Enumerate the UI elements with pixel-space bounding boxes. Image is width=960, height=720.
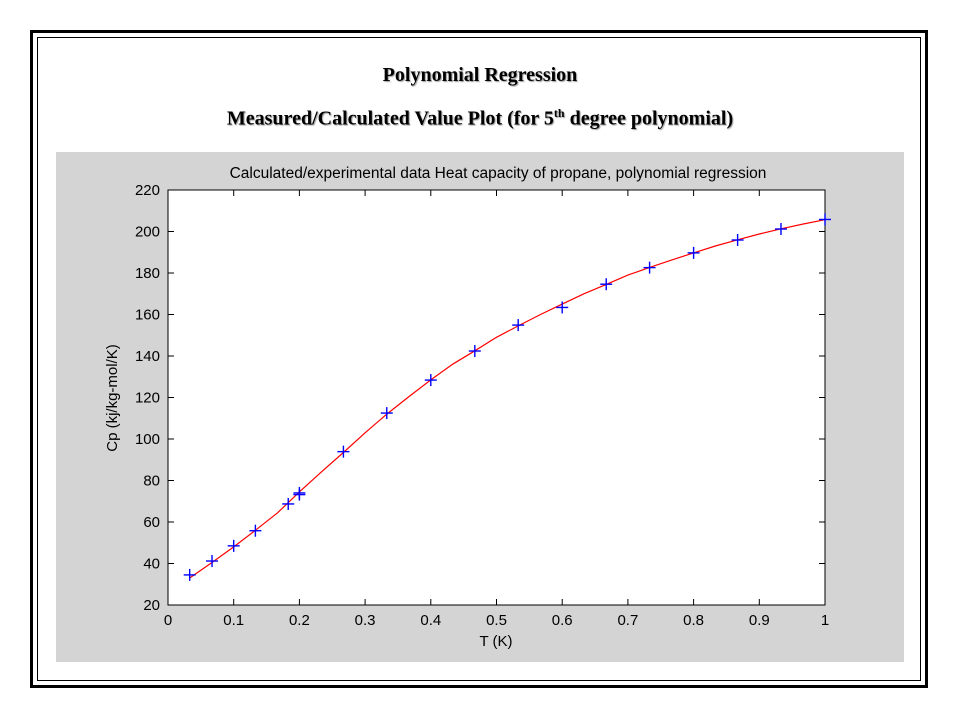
y-tick-label: 120 [135,390,160,407]
x-tick-label: 0.8 [683,612,704,629]
x-tick-label: 0.1 [223,612,244,629]
heading-line-2-suffix: degree polynomial) [564,107,734,130]
y-tick-label: 40 [143,556,160,573]
data-point-marker [282,497,295,510]
markers-layer [183,213,831,581]
data-point-marker [556,301,569,314]
y-tick-label: 60 [143,514,160,531]
data-point-marker [512,319,525,332]
x-tick-label: 0.4 [420,612,441,629]
x-tick-label: 0.3 [355,612,376,629]
data-point-marker [468,345,481,358]
y-tick-label: 20 [143,597,160,614]
y-tick-label: 180 [135,265,160,282]
data-point-marker [424,374,437,387]
data-point-marker [337,445,350,458]
plot-panel: Calculated/experimental data Heat capaci… [56,152,904,662]
y-tick-label: 80 [143,473,160,490]
data-point-marker [380,407,393,420]
fit-curve-line [189,219,826,579]
data-point-marker [600,278,613,291]
data-point-marker [687,246,700,259]
data-point-marker [819,213,831,226]
plot-area [167,189,826,606]
y-tick-label: 100 [135,431,160,448]
chart-title: Calculated/experimental data Heat capaci… [230,165,767,182]
y-tick-label: 160 [135,307,160,324]
y-tick-label: 220 [135,182,160,199]
heading-line-2-prefix: Measured/Calculated Value Plot (for 5 [226,107,554,130]
chart-svg: Calculated/experimental data Heat capaci… [104,165,831,650]
x-tick-label: 0.2 [289,612,310,629]
data-point-marker [643,261,656,274]
data-point-marker [206,555,219,568]
x-axis-label: T (K) [479,633,512,650]
y-tick-label: 200 [135,224,160,241]
data-point-marker [774,223,787,236]
x-tick-label: 0.6 [552,612,573,629]
slide-frame [30,30,928,688]
x-tick-label: 0.7 [617,612,638,629]
x-tick-label: 0.5 [486,612,507,629]
data-point-marker [227,539,240,552]
x-tick-label: 1 [821,612,829,629]
data-point-marker [731,234,744,247]
fit-curve-layer [189,219,826,579]
x-tick-label: 0 [164,612,172,629]
heading-line-1: Polynomial Regression [382,64,578,86]
y-tick-label: 140 [135,348,160,365]
data-point-marker [293,486,306,499]
slide-subheading: Measured/Calculated Value Plot (for 5th … [0,106,960,131]
y-axis-label: Cp (kj/kg-mol/K) [104,344,121,452]
x-tick-label: 0.9 [749,612,770,629]
axis-ticks: 0 0.1 0.2 0.3 0.4 0.5 0.6 0.7 0.8 0.9 120406080100… [135,182,829,629]
data-point-marker [249,524,262,537]
slide-heading: Polynomial Regression [0,64,960,87]
data-point-marker [183,568,196,581]
heading-line-2-superscript: th [553,106,565,120]
slide-frame-inner [37,37,921,681]
